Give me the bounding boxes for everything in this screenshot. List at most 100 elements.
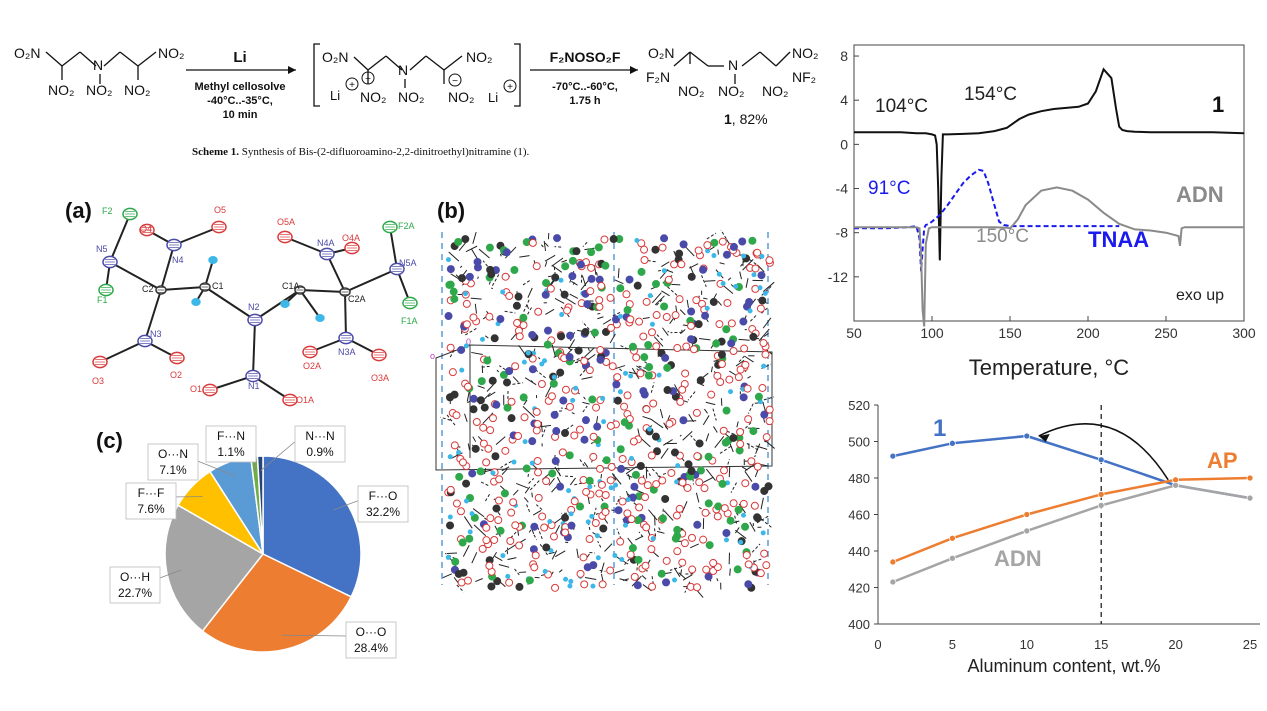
packing-atom (511, 459, 517, 465)
data-point (1097, 502, 1105, 509)
packing-atom (742, 551, 751, 560)
packing-bond (494, 555, 503, 562)
packing-atom (727, 339, 736, 348)
packing-atom (551, 583, 560, 592)
packing-atom (462, 479, 471, 488)
packing-bond (744, 355, 754, 363)
pie-label-pct: 7.6% (137, 502, 165, 516)
packing-atom (687, 272, 696, 281)
packing-atom (628, 342, 637, 351)
packing-bond (456, 584, 465, 593)
packing-bond (736, 421, 739, 428)
minus-charge (448, 73, 462, 87)
packing-atom (568, 511, 574, 517)
packing-atom (446, 485, 455, 494)
ortep-bond (173, 226, 220, 246)
reactant-no2: NO₂ (124, 82, 150, 98)
packing-atom (479, 336, 485, 342)
packing-atom (561, 262, 570, 271)
packing-atom (716, 378, 725, 387)
packing-bond (651, 419, 664, 429)
packing-atom (496, 315, 505, 324)
packing-atom (515, 582, 524, 591)
packing-atom (456, 449, 462, 455)
data-point (1023, 527, 1031, 535)
packing-bond (695, 492, 700, 503)
packing-bond (729, 568, 731, 576)
packing-atom (649, 321, 655, 327)
packing-bond (564, 297, 576, 305)
packing-atom (674, 479, 680, 485)
packing-bond (597, 540, 602, 548)
bond (443, 55, 463, 71)
packing-atom (580, 357, 589, 366)
packing-atom (762, 290, 768, 296)
packing-atom (528, 238, 537, 247)
packing-atom (717, 350, 726, 359)
packing-atom (705, 248, 711, 254)
packing-atom (602, 456, 611, 465)
packing-atom (500, 489, 509, 498)
packing-atom (699, 535, 708, 544)
packing-atom (718, 479, 727, 488)
pie-leader (281, 634, 349, 637)
packing-bond (692, 478, 694, 485)
packing-bond (755, 443, 761, 454)
pie-label-box (205, 425, 257, 463)
packing-atom (551, 457, 560, 466)
packing-atom (636, 369, 645, 378)
packing-atom (505, 573, 511, 579)
packing-bond (464, 413, 468, 422)
atom-label-f2a: F2A (398, 221, 415, 231)
packing-atom (688, 565, 697, 574)
packing-atom (525, 576, 534, 585)
packing-bond (465, 328, 477, 336)
packing-atom (446, 343, 455, 352)
packing-atom (721, 438, 730, 447)
packing-bond (674, 384, 681, 396)
product-n: N (728, 57, 738, 73)
packing-atom (447, 454, 453, 460)
packing-atom (600, 235, 609, 244)
packing-atom (565, 402, 574, 411)
packing-atom (636, 462, 645, 471)
packing-atom (640, 390, 649, 399)
packing-atom (672, 577, 678, 583)
ortep-bond (299, 289, 346, 293)
packing-atom (589, 452, 598, 461)
packing-atom (576, 569, 585, 578)
packing-atom (543, 326, 552, 335)
packing-bond (705, 401, 716, 406)
packing-atom (538, 512, 547, 521)
packing-atom (652, 480, 661, 489)
packing-atom (445, 280, 454, 289)
packing-bond (512, 489, 519, 496)
packing-bond (704, 408, 708, 414)
panel-label-b: (b) (437, 198, 465, 223)
charge-sign: − (365, 74, 371, 85)
packing-bond (744, 471, 753, 482)
data-point (949, 554, 956, 562)
packing-atom (541, 290, 550, 299)
packing-atom (567, 583, 573, 589)
packing-bond (523, 497, 529, 503)
packing-atom (695, 478, 704, 487)
packing-bond (635, 535, 644, 541)
packing-bond (472, 231, 477, 244)
data-point (889, 578, 897, 586)
packing-atom (722, 406, 731, 415)
packing-atom (628, 544, 637, 553)
packing-bond (642, 425, 653, 431)
packing-bond (763, 396, 775, 401)
charge-sign: + (349, 80, 355, 91)
packing-bond (446, 552, 458, 554)
data-point (949, 439, 956, 447)
packing-atom (495, 475, 504, 484)
packing-atom (541, 358, 547, 364)
atom-label-f1a: F1A (401, 316, 418, 326)
packing-atom (722, 325, 731, 334)
data-point (889, 452, 897, 460)
packing-atom (618, 454, 627, 463)
packing-bond (524, 486, 531, 494)
packing-atom (710, 238, 719, 247)
